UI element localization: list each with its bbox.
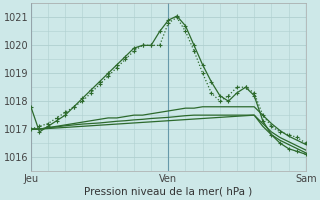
X-axis label: Pression niveau de la mer( hPa ): Pression niveau de la mer( hPa ) bbox=[84, 187, 252, 197]
